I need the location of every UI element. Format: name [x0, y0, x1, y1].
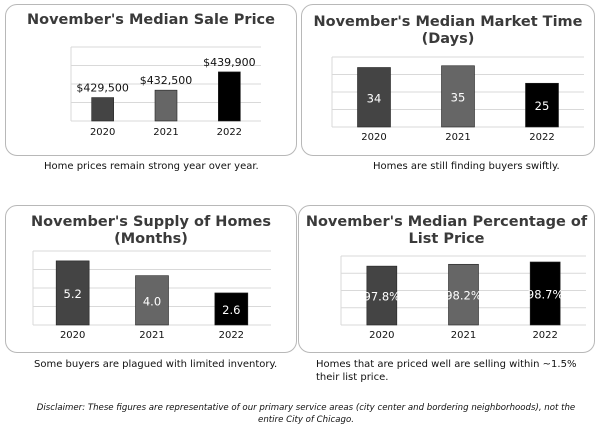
bar-2020 — [357, 67, 391, 128]
data-label: $429,500 — [76, 82, 129, 95]
bar-2021 — [154, 89, 178, 122]
data-label: 2.6 — [222, 303, 240, 317]
bar-2020 — [55, 260, 90, 326]
disclaimer: Disclaimer: These figures are representa… — [36, 403, 576, 425]
bar-2022 — [529, 261, 561, 326]
median-market-time-chart: 34 2020 35 2021 25 2022 — [331, 56, 584, 143]
category-label: 2020 — [90, 127, 115, 138]
data-label: 97.8% — [364, 290, 401, 304]
bar-2021 — [135, 275, 169, 326]
list-price-percentage-panel: November's Median Percentage of List Pri… — [298, 205, 595, 353]
category-label: 2021 — [139, 330, 164, 341]
chart-title: November's Median Sale Price — [26, 12, 275, 28]
bar-2020 — [91, 97, 114, 122]
bar-2022 — [218, 71, 241, 122]
category-label: 2022 — [529, 132, 554, 143]
bar-2021 — [448, 263, 479, 326]
data-label: $439,900 — [203, 56, 256, 69]
chart-title: November's Median Percentage of List Pri… — [305, 214, 588, 247]
list-price-percentage-chart: 97.8% 2020 98.2% 2021 98.7% 2022 — [340, 255, 586, 341]
data-label: 35 — [451, 90, 466, 104]
category-label: 2022 — [217, 127, 242, 138]
category-label: 2021 — [451, 330, 476, 341]
median-sale-price-panel: November's Median Sale Price $429,500 202… — [5, 4, 297, 156]
supply-of-homes-caption: Some buyers are plagued with limited inv… — [34, 359, 278, 370]
list-price-percentage-caption: Homes that are priced well are selling w… — [316, 359, 577, 383]
data-label: 98.2% — [445, 289, 482, 303]
category-label: 2020 — [369, 330, 394, 341]
category-label: 2020 — [60, 330, 85, 341]
data-label: 5.2 — [64, 287, 82, 301]
bar-2022 — [525, 82, 559, 128]
bar-2022 — [214, 292, 249, 326]
median-sale-price-caption: Home prices remain strong year over year… — [44, 161, 259, 172]
data-label: 4.0 — [143, 294, 161, 308]
bar-2020 — [366, 265, 398, 326]
category-label: 2020 — [361, 132, 386, 143]
chart-title: November's Median Market Time (Days) — [313, 14, 583, 47]
median-sale-price-chart: $429,500 2020 $432,500 2021 $439,900 2022 — [70, 46, 261, 138]
bar-2021 — [441, 65, 475, 128]
data-label: $432,500 — [140, 74, 193, 87]
median-market-time-caption: Homes are still finding buyers swiftly. — [373, 161, 560, 172]
supply-of-homes-panel: November's Supply of Homes (Months) 5.2 2… — [5, 205, 297, 353]
category-label: 2021 — [153, 127, 178, 138]
supply-of-homes-chart: 5.2 2020 4.0 2021 2.6 2022 — [32, 250, 271, 341]
data-label: 34 — [367, 91, 382, 105]
median-market-time-panel: November's Median Market Time (Days) 34 2… — [301, 4, 595, 156]
data-label: 98.7% — [527, 287, 564, 301]
category-label: 2021 — [445, 132, 470, 143]
category-label: 2022 — [219, 330, 244, 341]
category-label: 2022 — [532, 330, 557, 341]
data-label: 25 — [535, 99, 550, 113]
chart-title: November's Supply of Homes (Months) — [31, 214, 271, 247]
